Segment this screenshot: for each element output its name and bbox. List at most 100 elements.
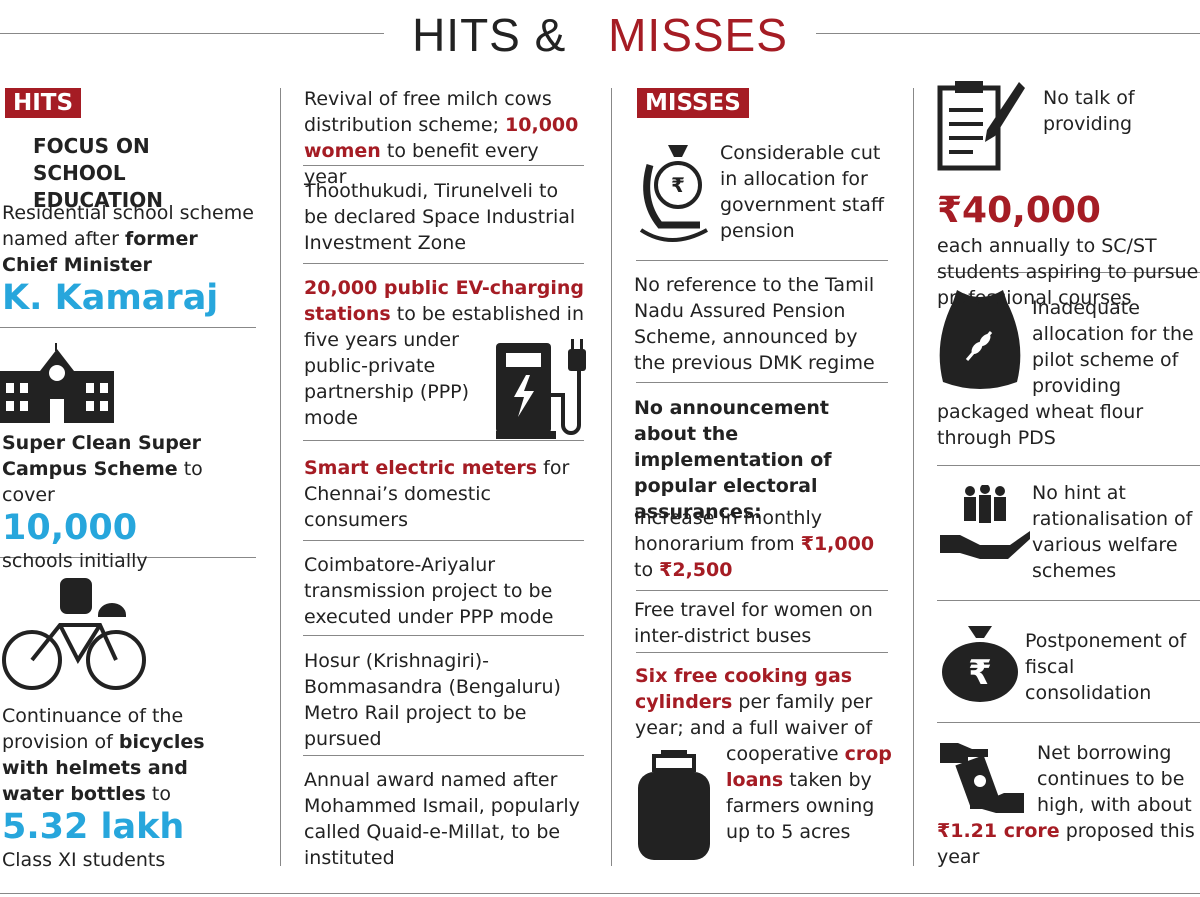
separator (303, 440, 584, 441)
text-run: to (634, 559, 660, 581)
item-text: No talk of providing ₹40,000 each annually… (937, 85, 1200, 311)
text-run: per family per year; and a full waiver o… (635, 691, 873, 765)
text-run: bicycles with helmets and water bottles (2, 731, 205, 805)
text-run: Super Clean Super Campus Scheme (2, 432, 202, 480)
pension-chair-icon: ₹ (639, 145, 708, 242)
item-text: No hint at rationalisation of various we… (937, 480, 1200, 584)
text-run: K. Kamaraj (2, 278, 219, 318)
bottom-rule (0, 893, 1200, 894)
divider (913, 88, 914, 866)
text-run: Six free cooking gas cylinders (635, 665, 853, 713)
text-run: to (145, 783, 171, 805)
hits-label: HITS (5, 88, 82, 118)
separator (303, 165, 584, 166)
item-text: Considerable cut in allocation for gover… (634, 140, 892, 245)
item-text: Increase in monthly honorarium from ₹1,0… (634, 505, 892, 583)
separator (636, 260, 888, 261)
separator (937, 722, 1200, 723)
gas-cylinder-icon (638, 750, 710, 860)
item-text: 20,000 public EV-charging stations to be… (304, 275, 586, 440)
text-run: Residential school scheme named after (2, 202, 254, 250)
text-run: ₹1,000 (800, 533, 875, 555)
misses-label: MISSES (637, 88, 749, 118)
separator (937, 600, 1200, 601)
separator (636, 652, 888, 653)
svg-text:₹: ₹ (968, 653, 992, 693)
text-run: Continuance of the provision of (2, 705, 184, 753)
text-run: No announcement about the implementation… (634, 397, 832, 523)
clipboard-icon (937, 81, 1025, 171)
item-text: Inadequate allocation for the pilot sche… (937, 295, 1200, 451)
divider (280, 88, 281, 866)
item-text: Residential school scheme named after fo… (2, 200, 256, 318)
separator (0, 327, 256, 328)
bicycle-icon (2, 578, 146, 690)
item-text: Smart electric meters for Chennai’s dome… (304, 455, 586, 533)
text-run: 20,000 public EV-charging stations (304, 277, 584, 325)
text-run: Smart electric meters (304, 457, 538, 479)
text-run: to benefit every year (304, 140, 539, 188)
text-run: ₹40,000 (937, 190, 1101, 231)
text-run: Inadequate allocation for the pilot sche… (937, 297, 1194, 449)
text-run: to cover (2, 458, 203, 506)
title: HITS & MISSES (0, 8, 1200, 62)
text-run: Thoothukudi, Tirunelveli to be declared … (304, 180, 576, 254)
text-run: Increase in monthly honorarium from (634, 507, 822, 555)
text-run: No talk of providing (1043, 87, 1135, 135)
text-run: to be established in five years under pu… (304, 303, 584, 429)
ev-charger-icon (496, 339, 586, 439)
separator (303, 263, 584, 264)
text-run: 5.32 lakh (2, 807, 185, 847)
section-heading: FOCUS ON SCHOOL EDUCATION (33, 134, 163, 212)
text-run: each annually to SC/ST students aspiring… (937, 235, 1199, 309)
item-text: Thoothukudi, Tirunelveli to be declared … (304, 178, 586, 256)
text-run: Considerable cut in allocation for gover… (720, 142, 884, 242)
text-run: 10,000 women (304, 114, 579, 162)
item-text: No reference to the Tamil Nadu Assured P… (634, 272, 892, 376)
separator (303, 540, 584, 541)
item-text: Annual award named after Mohammed Ismail… (304, 767, 586, 871)
item-text: Coimbatore-Ariyalur transmission project… (304, 552, 586, 630)
text-run: for Chennai’s domestic consumers (304, 457, 570, 531)
text-run: Coimbatore-Ariyalur transmission project… (304, 554, 554, 628)
separator (0, 557, 256, 558)
text-run: Free travel for women on inter-district … (634, 599, 873, 647)
text-run: ₹2,500 (659, 559, 733, 581)
item-text: Free travel for women on inter-district … (634, 597, 892, 649)
item-text: Six free cooking gas cylinders per famil… (634, 663, 892, 856)
text-run: 10,000 (2, 508, 138, 548)
item-text: Revival of free milch cows distribution … (304, 86, 586, 190)
text-run: ₹1.21 crore (937, 820, 1060, 842)
item-text: No announcement about the implementation… (634, 395, 892, 525)
text-run: crop loans (726, 743, 892, 791)
svg-text:₹: ₹ (671, 173, 685, 197)
item-text: Super Clean Super Campus Scheme to cover… (2, 430, 256, 574)
separator (937, 465, 1200, 466)
item-text: Net borrowing continues to be high, with… (937, 740, 1200, 870)
money-bag-icon: ₹ (942, 626, 1018, 702)
text-run: former Chief Minister (2, 228, 198, 276)
flour-bag-icon (939, 290, 1021, 389)
text-run: schools initially (2, 550, 148, 572)
text-run: Net borrowing continues to be high, with… (1037, 742, 1192, 816)
title-misses: MISSES (594, 9, 802, 61)
divider (611, 88, 612, 866)
borrowing-icon (940, 743, 1024, 813)
text-run: No reference to the Tamil Nadu Assured P… (634, 274, 875, 374)
separator (937, 272, 1200, 273)
text-run: Annual award named after Mohammed Ismail… (304, 769, 580, 869)
text-run: Postponement of fiscal consolidation (1025, 630, 1187, 704)
text-run: Hosur (Krishnagiri)-Bommasandra (Bengalu… (304, 650, 561, 750)
text-run: taken by farmers owning up to 5 acres (726, 769, 875, 843)
separator (636, 590, 888, 591)
separator (303, 755, 584, 756)
item-text: Continuance of the provision of bicycles… (2, 703, 256, 873)
title-hits: HITS & (398, 9, 581, 61)
item-text: Postponement of fiscal consolidation (937, 628, 1200, 706)
text-run: Class XI students (2, 849, 166, 871)
text-run: No hint at rationalisation of various we… (1032, 482, 1193, 582)
item-text: Hosur (Krishnagiri)-Bommasandra (Bengalu… (304, 648, 586, 752)
separator (303, 635, 584, 636)
school-icon (0, 343, 114, 423)
